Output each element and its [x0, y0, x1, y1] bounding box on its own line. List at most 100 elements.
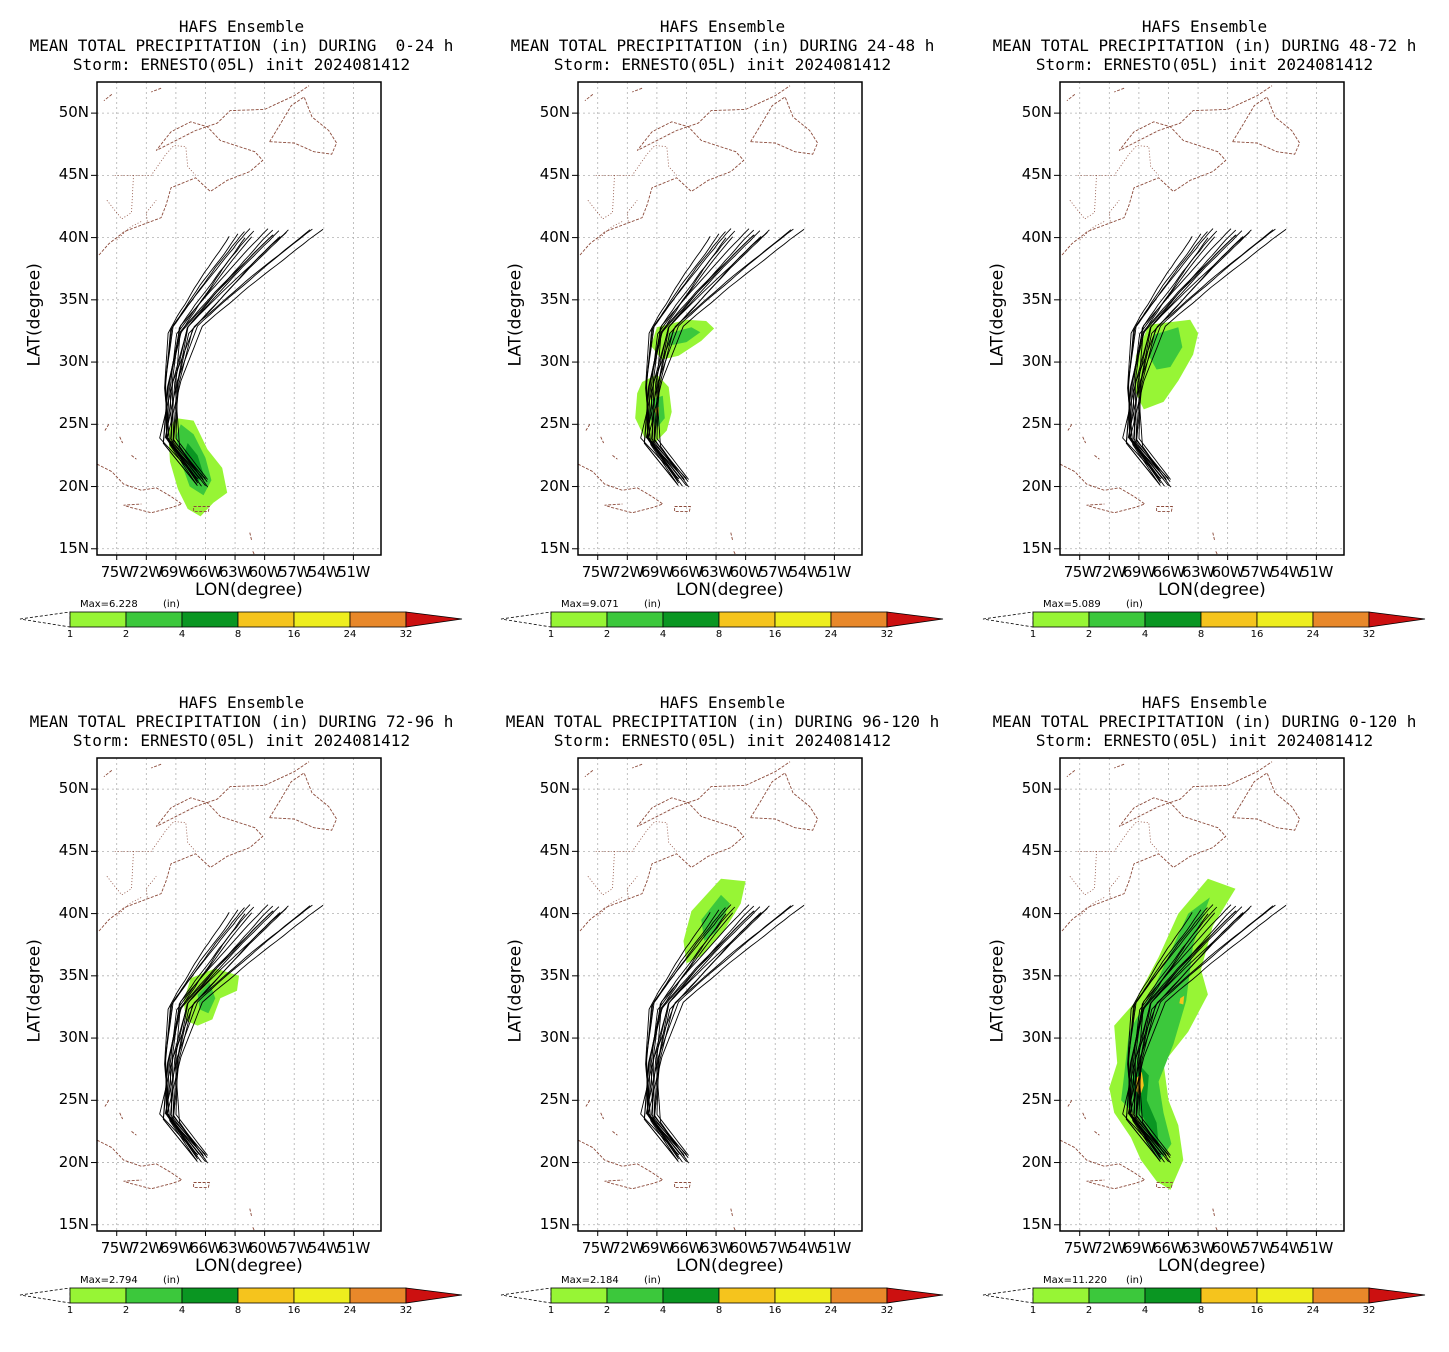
lat-tick-label: 15N	[1021, 1214, 1052, 1233]
border-line	[595, 821, 677, 852]
colorbar-label: 24	[343, 1305, 357, 1316]
border-line	[106, 175, 134, 220]
colorbar-segment	[181, 1287, 239, 1304]
ensemble-track	[645, 912, 711, 1163]
panel-subtitle: MEAN TOTAL PRECIPITATION (in) DURING 96-…	[505, 712, 940, 731]
ensemble-track	[1128, 229, 1252, 480]
map-canvas	[500, 757, 944, 1304]
lon-tick-label: 75W	[581, 563, 615, 581]
max-value-label: Max=6.228	[80, 599, 138, 610]
colorbar-label: 32	[399, 629, 413, 640]
ensemble-track	[164, 907, 245, 1158]
max-unit-label: (in)	[163, 599, 180, 610]
lon-tick-label: 54W	[307, 1239, 341, 1257]
coastline	[600, 436, 605, 444]
ensemble-track	[164, 904, 313, 1155]
coastline	[584, 94, 594, 102]
colorbar-low-arrow	[982, 611, 1034, 628]
ensemble-track	[162, 910, 274, 1161]
ensemble-track	[645, 904, 794, 1155]
lat-tick-label: 40N	[58, 227, 89, 246]
lat-tick-label: 30N	[58, 1028, 89, 1047]
coastline	[193, 506, 210, 512]
lon-tick-label: 66W	[189, 563, 222, 581]
lat-tick-label: 15N	[58, 1214, 89, 1233]
plot-frame	[96, 81, 382, 556]
precip-area	[184, 443, 204, 483]
colorbar-segment	[606, 611, 664, 628]
storm-info: Storm: ERNESTO(05L) init 2024081412	[553, 731, 892, 750]
colorbar-segment	[1256, 1287, 1314, 1304]
coastline	[579, 85, 791, 256]
lat-tick-label: 35N	[1021, 289, 1052, 308]
colorbar-segment	[1032, 611, 1090, 628]
colorbar-segment	[125, 611, 183, 628]
lat-tick-label: 45N	[539, 841, 570, 860]
colorbar-label: 4	[1141, 629, 1149, 640]
coastline	[733, 551, 737, 555]
coastline	[193, 1182, 210, 1188]
ensemble-track	[174, 237, 246, 488]
colorbar-label: 1	[547, 1305, 555, 1316]
colorbar-label: 1	[1029, 1305, 1037, 1316]
lon-tick-label: 72W	[1093, 563, 1126, 581]
ensemble-track	[175, 905, 274, 1156]
colorbar-high-arrow	[1368, 1287, 1426, 1304]
lat-tick-label: 35N	[1021, 965, 1052, 984]
colorbar-segment	[662, 1287, 720, 1304]
colorbar-segment	[718, 611, 776, 628]
storm-info: Storm: ERNESTO(05L) init 2024081412	[72, 55, 411, 74]
colorbar-label: 16	[768, 1305, 782, 1316]
lat-tick-label: 40N	[539, 903, 570, 922]
border-line	[106, 851, 134, 896]
ensemble-track	[165, 229, 289, 480]
lon-tick-label: 75W	[581, 1239, 615, 1257]
coastline	[269, 96, 338, 155]
ensemble-track	[173, 231, 287, 482]
lon-tick-label: 54W	[788, 1239, 822, 1257]
lon-tick-label: 57W	[1241, 563, 1274, 581]
lon-tick-label: 60W	[729, 1239, 763, 1257]
colorbar-label: 32	[399, 1305, 413, 1316]
colorbar-label: 8	[715, 629, 723, 640]
colorbar-low-arrow	[19, 611, 71, 628]
ensemble-track	[654, 231, 768, 482]
storm-info: Storm: ERNESTO(05L) init 2024081412	[553, 55, 892, 74]
storm-info: Storm: ERNESTO(05L) init 2024081412	[72, 731, 411, 750]
ensemble-track	[645, 231, 726, 482]
colorbar-label: 2	[122, 1305, 130, 1316]
colorbar-label: 32	[1362, 1305, 1376, 1316]
colorbar-label: 8	[1197, 1305, 1205, 1316]
lat-tick-label: 35N	[539, 965, 570, 984]
lon-tick-label: 60W	[1211, 563, 1245, 581]
map-canvas	[982, 81, 1426, 628]
lon-tick-label: 69W	[640, 1239, 674, 1257]
lat-tick-label: 20N	[58, 1152, 89, 1171]
lat-tick-label: 35N	[539, 289, 570, 308]
lon-tick-label: 69W	[159, 1239, 193, 1257]
coastline	[1066, 770, 1076, 778]
ensemble-track	[1127, 912, 1193, 1163]
coastline	[730, 1208, 734, 1218]
panel-title: HAFS Ensemble	[178, 17, 305, 36]
storm-info: Storm: ERNESTO(05L) init 2024081412	[1035, 731, 1374, 750]
coastline	[1060, 463, 1146, 514]
border-line	[626, 200, 638, 222]
colorbar-label: 24	[824, 1305, 838, 1316]
ensemble-track	[655, 237, 727, 488]
max-unit-label: (in)	[1126, 599, 1143, 610]
colorbar-segment	[69, 611, 127, 628]
lat-tick-label: 40N	[1021, 227, 1052, 246]
map-canvas	[982, 757, 1426, 1304]
coastline	[1232, 772, 1301, 831]
y-axis-label: LAT(degree)	[505, 939, 526, 1043]
ensemble-track	[1127, 907, 1208, 1158]
colorbar-label: 24	[343, 629, 357, 640]
coastline	[269, 772, 338, 831]
lat-tick-label: 25N	[1021, 414, 1052, 433]
colorbar-label: 8	[715, 1305, 723, 1316]
colorbar-segment	[237, 1287, 295, 1304]
lat-tick-label: 50N	[539, 779, 570, 798]
colorbar-label: 1	[1029, 629, 1037, 640]
ensemble-track	[1127, 231, 1208, 482]
